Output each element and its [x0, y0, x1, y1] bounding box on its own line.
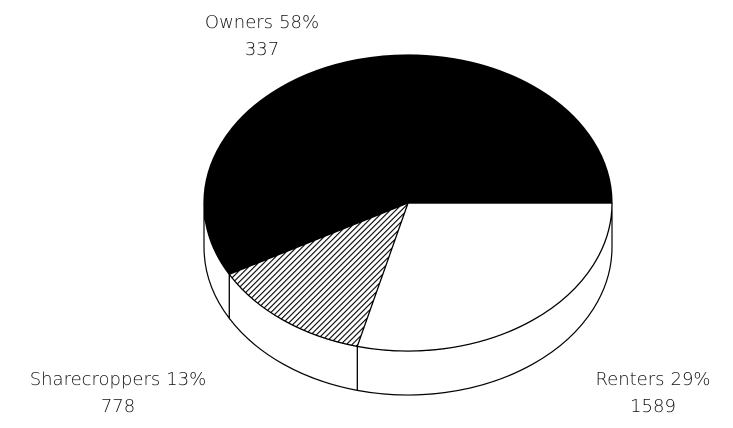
slice-label: Renters 29%: [595, 369, 710, 390]
percent-label: 29%: [671, 369, 711, 390]
slice-label: Sharecroppers 13%: [30, 369, 207, 390]
percent-label: 58%: [279, 12, 319, 33]
slice: [203, 54, 613, 276]
category-name: Sharecroppers: [30, 369, 161, 390]
category-name: Owners: [205, 12, 273, 33]
slice: [356, 202, 613, 352]
percent-label: 13%: [166, 369, 206, 390]
slice: [228, 201, 410, 348]
count-label: 1589: [630, 396, 676, 417]
category-name: Renters: [595, 369, 664, 390]
count-label: 778: [101, 396, 135, 417]
count-label: 337: [245, 39, 279, 60]
slice-label: Owners 58%: [205, 12, 319, 33]
